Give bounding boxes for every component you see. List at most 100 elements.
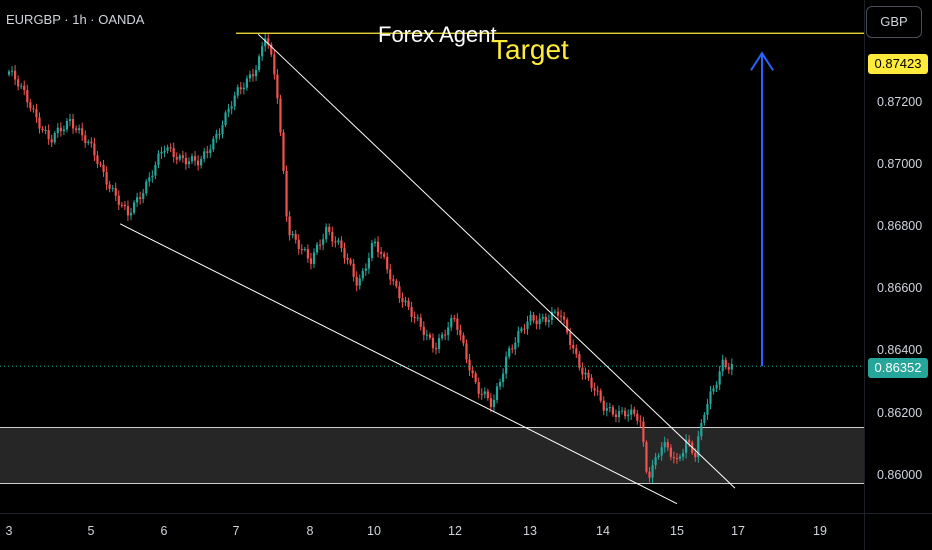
candle-body xyxy=(447,327,450,336)
candle-body xyxy=(84,135,87,143)
candle-body xyxy=(297,239,300,250)
time-tick-label: 5 xyxy=(87,524,95,538)
candle-body xyxy=(605,408,608,411)
candle-body xyxy=(660,447,663,456)
candle-body xyxy=(355,276,358,286)
candle-body xyxy=(694,452,697,458)
candle-body xyxy=(258,56,261,70)
time-tick-label: 15 xyxy=(670,524,684,538)
candle-body xyxy=(669,447,672,457)
candle-body xyxy=(294,233,297,240)
candle-body xyxy=(654,457,657,466)
candle-body xyxy=(672,456,675,459)
candle-body xyxy=(367,258,370,269)
candle-body xyxy=(428,334,431,338)
candle-body xyxy=(261,46,264,57)
candle-body xyxy=(7,71,11,75)
candle-body xyxy=(120,204,123,206)
candle-body xyxy=(99,163,102,165)
candle-body xyxy=(407,300,410,308)
target-arrow-head xyxy=(750,51,774,71)
support-zone xyxy=(0,427,864,484)
candle-body xyxy=(459,329,462,336)
candle-body xyxy=(279,98,282,133)
candle-body xyxy=(620,410,624,412)
candle-body xyxy=(105,171,108,185)
candle-body xyxy=(727,367,730,370)
time-tick-label: 10 xyxy=(367,524,381,538)
candle-body xyxy=(71,119,75,129)
candle-body xyxy=(477,382,480,394)
candle-body xyxy=(492,399,496,407)
candle-body xyxy=(270,44,273,55)
candle-body xyxy=(636,413,639,421)
candle-body xyxy=(404,300,407,303)
symbol-label[interactable]: EURGBP · 1h · OANDA xyxy=(6,12,145,27)
candle-body xyxy=(373,241,377,244)
price-tick-label: 0.86600 xyxy=(877,281,923,296)
candle-body xyxy=(203,151,206,159)
candle-body xyxy=(724,359,727,368)
candle-body xyxy=(184,158,187,165)
candle-body xyxy=(422,326,425,336)
wedge-upper-trendline xyxy=(257,33,736,489)
candle-body xyxy=(209,149,212,153)
candle-body xyxy=(190,156,194,162)
candle-body xyxy=(611,407,614,415)
candle-body xyxy=(444,334,447,336)
candle-body xyxy=(14,70,17,80)
candle-body xyxy=(38,117,41,129)
candle-body xyxy=(157,153,160,165)
target-label: Target xyxy=(491,34,569,65)
candle-body xyxy=(538,318,541,325)
candle-body xyxy=(633,409,636,414)
candle-body xyxy=(315,244,319,253)
candle-body xyxy=(309,258,313,264)
candle-body xyxy=(87,141,90,143)
candle-body xyxy=(312,252,316,264)
candle-body xyxy=(346,258,349,260)
candle-body xyxy=(251,74,255,77)
time-tick-label: 8 xyxy=(306,524,314,538)
candle-body xyxy=(441,334,444,339)
candle-body xyxy=(495,386,499,400)
candle-body xyxy=(532,314,535,321)
candle-body xyxy=(17,79,20,87)
candle-body xyxy=(602,400,605,411)
candle-body xyxy=(248,74,252,79)
price-axis-border xyxy=(864,0,865,550)
candle-body xyxy=(139,197,142,199)
currency-button[interactable]: GBP xyxy=(866,6,922,38)
candle-body xyxy=(325,226,328,240)
candle-body xyxy=(502,373,505,382)
candle-body xyxy=(291,233,294,236)
candle-body xyxy=(483,391,486,395)
candle-body xyxy=(630,409,633,415)
candle-body xyxy=(578,354,581,368)
candle-body xyxy=(303,249,306,251)
candle-body xyxy=(111,188,114,190)
candle-body xyxy=(349,259,352,264)
candle-body xyxy=(187,161,191,165)
candle-body xyxy=(163,150,166,152)
candle-body xyxy=(337,240,340,243)
candle-body xyxy=(181,155,184,159)
candle-body xyxy=(386,256,389,270)
candle-body xyxy=(78,128,81,131)
candle-body xyxy=(462,335,465,344)
candle-body xyxy=(334,241,337,243)
candle-body xyxy=(581,367,584,375)
candle-body xyxy=(718,371,721,385)
candle-body xyxy=(685,439,688,453)
candle-body xyxy=(608,407,611,409)
candle-body xyxy=(709,391,712,404)
candle-body xyxy=(559,315,563,317)
candle-body xyxy=(20,85,23,87)
candle-body xyxy=(593,388,596,391)
candle-body xyxy=(617,411,621,418)
time-tick-label: 17 xyxy=(731,524,745,538)
candle-body xyxy=(508,348,511,357)
candle-body xyxy=(544,316,547,322)
candle-body xyxy=(322,239,325,245)
